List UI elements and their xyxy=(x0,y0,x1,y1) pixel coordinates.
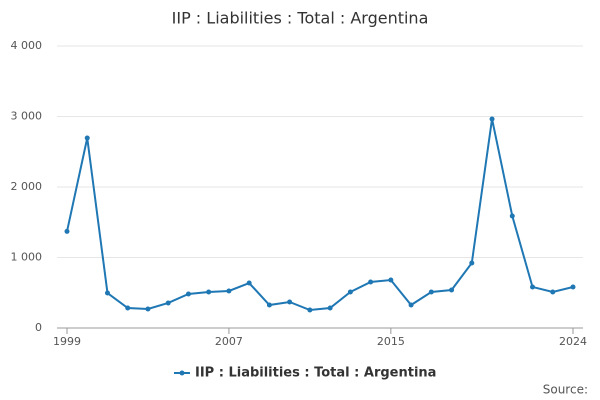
x-tick-label: 1999 xyxy=(53,335,81,348)
line xyxy=(66,118,574,312)
point xyxy=(368,279,374,285)
point xyxy=(550,289,556,295)
x-tick-label: 2007 xyxy=(215,335,243,348)
point xyxy=(388,277,394,283)
point xyxy=(84,135,90,141)
point xyxy=(428,289,434,295)
point xyxy=(489,116,495,122)
y-tick-label: 4 000 xyxy=(11,39,43,52)
legend-label: IIP : Liabilities : Total : Argentina xyxy=(195,366,436,381)
point xyxy=(287,299,293,305)
y-tick-label: 0 xyxy=(35,321,42,334)
point xyxy=(449,287,455,293)
source: Source: xyxy=(543,383,588,397)
point xyxy=(408,302,414,308)
point xyxy=(570,284,576,290)
point xyxy=(347,289,353,295)
point xyxy=(469,260,475,266)
point xyxy=(509,213,515,219)
point xyxy=(185,291,191,297)
x-tick-label: 2015 xyxy=(377,335,405,348)
point xyxy=(206,289,212,295)
point xyxy=(125,305,131,311)
point xyxy=(64,228,70,234)
point xyxy=(327,305,333,311)
point xyxy=(307,307,313,313)
point xyxy=(165,300,171,306)
point xyxy=(104,290,110,296)
point xyxy=(145,306,151,312)
point xyxy=(226,288,232,294)
y-tick-label: 1 000 xyxy=(11,251,43,264)
y-tick-label: 3 000 xyxy=(11,110,43,123)
point xyxy=(530,284,536,290)
chart-title: IIP : Liabilities : Total : Argentina xyxy=(172,9,429,28)
point xyxy=(246,280,252,286)
x-tick-label: 2024 xyxy=(559,335,587,348)
point xyxy=(266,302,272,308)
legend-marker xyxy=(179,370,185,376)
y-tick-label: 2 000 xyxy=(11,180,43,193)
